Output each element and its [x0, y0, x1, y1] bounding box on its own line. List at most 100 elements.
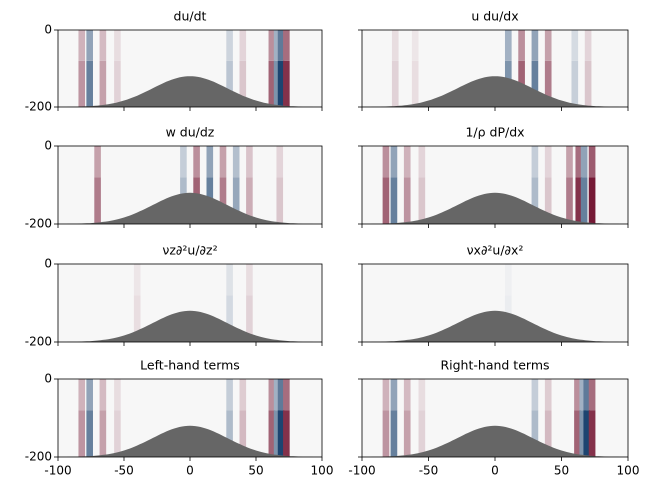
field-stripe-upper [518, 30, 525, 61]
field-stripe-upper [418, 379, 426, 411]
field-stripe-upper [575, 146, 583, 178]
panel: du/dt 0 -200 [25, 9, 323, 114]
field-stripe [277, 410, 285, 457]
x-tick-label: 50 [248, 464, 263, 478]
x-tick-label: 0 [186, 464, 194, 478]
panel-title: νx∂²u/∂x² [467, 243, 524, 258]
field-stripe [99, 60, 107, 107]
y-tick-label: -200 [25, 335, 52, 349]
panel: Right-hand terms -100 -50 0 50 100 [348, 358, 639, 478]
panel: νx∂²u/∂x² [358, 243, 629, 346]
y-tick-label: 0 [44, 23, 52, 37]
field-stripe-upper [390, 146, 398, 178]
y-tick-label: -200 [25, 217, 52, 231]
field-stripe [273, 410, 281, 457]
field-stripe [382, 177, 390, 224]
panel-title: w du/dz [166, 125, 215, 140]
field-stripe [78, 60, 86, 107]
field-stripe [531, 410, 539, 457]
field-stripe-upper [180, 146, 187, 178]
x-tick-label: 50 [554, 464, 569, 478]
field-stripe [403, 177, 411, 224]
field-stripe-upper [219, 146, 227, 178]
field-stripe-upper [226, 30, 233, 61]
field-stripe-upper [544, 146, 552, 178]
field-stripe [239, 60, 247, 107]
field-stripe [277, 60, 285, 107]
field-stripe-upper [390, 379, 398, 411]
field-stripe [283, 60, 290, 107]
field-stripe-upper [99, 379, 107, 411]
field-stripe [390, 410, 398, 457]
field-stripe-upper [403, 146, 411, 178]
field-stripe [226, 60, 233, 107]
field-stripe-upper [531, 146, 539, 178]
panel: Left-hand terms -100 -50 0 50 100 0 -200 [25, 358, 334, 478]
field-stripe [86, 410, 93, 457]
field-stripe-upper [583, 379, 591, 411]
field-stripe [268, 410, 276, 457]
field-stripe [273, 60, 281, 107]
field-stripe [411, 60, 419, 107]
field-stripe-upper [531, 379, 539, 411]
field-stripe-upper [574, 379, 581, 411]
field-stripe-upper [78, 379, 86, 411]
field-stripe [114, 60, 121, 107]
field-stripe-upper [86, 30, 93, 61]
x-tick-label: 100 [617, 464, 640, 478]
field-stripe [588, 177, 596, 224]
topography [58, 425, 322, 457]
field-stripe [583, 410, 591, 457]
field-stripe [390, 177, 398, 224]
field-stripe-upper [391, 30, 399, 61]
field-stripe [418, 177, 426, 224]
panel: u du/dx [358, 9, 629, 111]
y-tick-label: -200 [25, 450, 52, 464]
y-tick-label: 0 [44, 139, 52, 153]
field-stripe [239, 410, 247, 457]
field-stripe-upper [544, 30, 552, 61]
field [362, 264, 628, 342]
field-stripe-upper [276, 146, 284, 178]
field-stripe-upper [588, 146, 596, 178]
x-tick-label: -100 [44, 464, 71, 478]
field-stripe-upper [273, 379, 281, 411]
field-stripe-upper [531, 30, 539, 61]
y-tick-label: 0 [44, 372, 52, 386]
field-stripe [268, 60, 276, 107]
field-stripe-upper [99, 30, 107, 61]
field-stripe [133, 295, 141, 342]
field-stripe-upper [571, 30, 579, 61]
panel-title: νz∂²u/∂z² [162, 243, 217, 258]
field-stripe-upper [114, 379, 121, 411]
field-stripe [544, 60, 552, 107]
field-stripe-upper [504, 30, 512, 61]
field-stripe-upper [382, 146, 390, 178]
field [362, 379, 628, 457]
topography [362, 425, 628, 457]
field-stripe [584, 60, 592, 107]
y-tick-label: -200 [25, 100, 52, 114]
field-stripe [544, 177, 552, 224]
field-stripe-upper [566, 146, 573, 178]
field-stripe [99, 410, 107, 457]
field-stripe-upper [283, 379, 290, 411]
panel-title: 1/ρ dP/dx [465, 125, 524, 140]
field-stripe-upper [94, 146, 101, 178]
field-stripe [246, 295, 253, 342]
field-stripe-upper [78, 30, 86, 61]
field-stripe-upper [273, 30, 281, 61]
topography [362, 192, 628, 224]
topography [58, 192, 322, 224]
field-stripe [531, 60, 539, 107]
field [58, 30, 322, 107]
field-stripe-upper [580, 146, 588, 178]
panel: w du/dz 0 -200 [25, 125, 323, 231]
field-stripe-upper [239, 379, 247, 411]
x-tick-label: 100 [311, 464, 334, 478]
field-stripe [94, 177, 101, 224]
field-stripe [403, 410, 411, 457]
field-stripe-upper [277, 30, 285, 61]
field-stripe-upper [133, 264, 141, 296]
